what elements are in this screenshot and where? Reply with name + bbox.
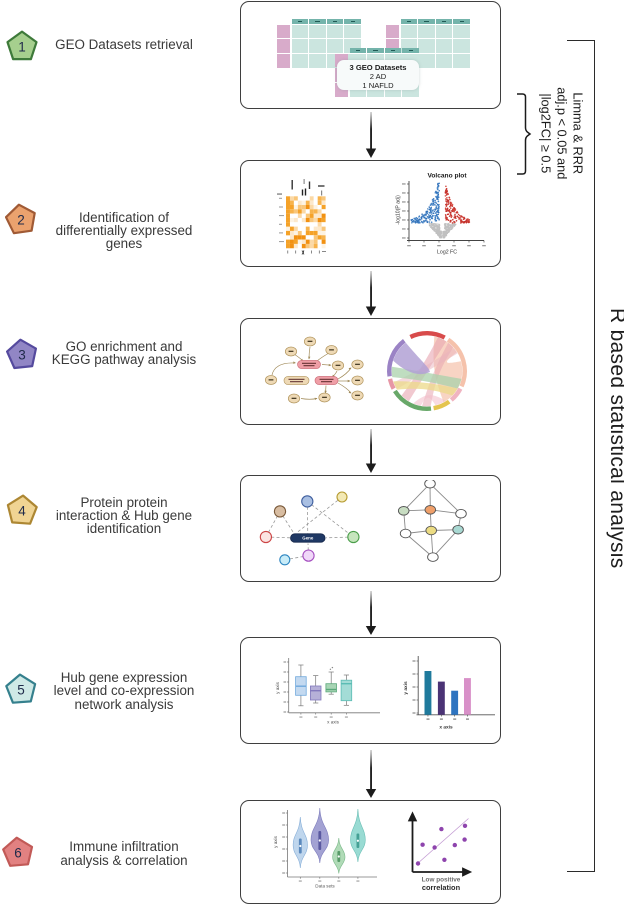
svg-text:x axis: x axis: [439, 725, 453, 731]
svg-text:x axis: x axis: [327, 720, 339, 725]
svg-text:Gene: Gene: [302, 536, 314, 541]
svg-text:y axis: y axis: [273, 835, 278, 847]
svg-text:correlation: correlation: [422, 883, 461, 892]
svg-text:-log10(P adj): -log10(P adj): [396, 195, 402, 225]
svg-text:Data sets: Data sets: [315, 884, 335, 889]
svg-text:2: 2: [17, 213, 25, 228]
svg-text:y axis: y axis: [275, 681, 280, 693]
svg-text:6: 6: [14, 846, 22, 861]
svg-text:3: 3: [18, 348, 26, 363]
svg-text:Log2 FC: Log2 FC: [437, 250, 457, 256]
svg-text:5: 5: [17, 683, 25, 698]
svg-text:Low positive: Low positive: [422, 877, 461, 884]
svg-text:Volcano plot: Volcano plot: [427, 173, 467, 180]
svg-text:y axis: y axis: [403, 681, 409, 695]
svg-text:4: 4: [18, 503, 26, 518]
svg-text:1: 1: [18, 39, 26, 54]
